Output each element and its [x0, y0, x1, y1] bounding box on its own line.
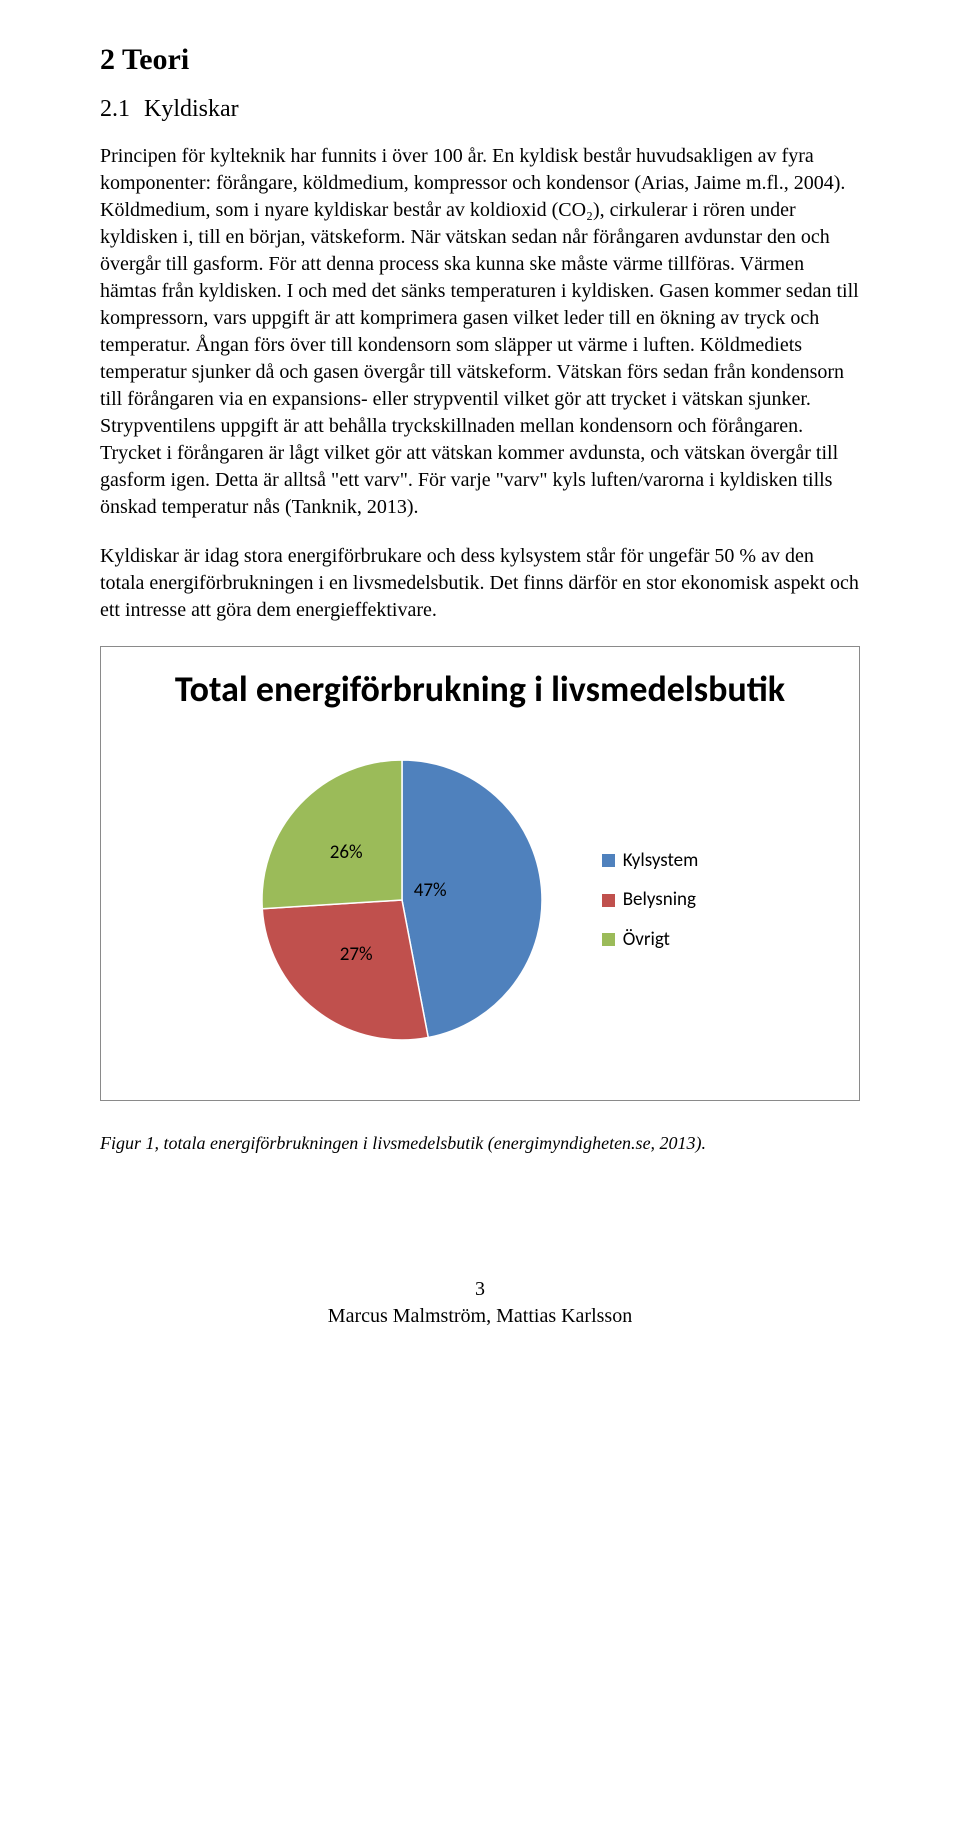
chart-body: 47% 27% 26% Kylsystem Belysning Övrigt — [119, 760, 841, 1040]
pie-chart-container: Total energiförbrukning i livsmedelsbuti… — [100, 646, 860, 1101]
paragraph-2: Kyldiskar är idag stora energiförbrukare… — [100, 543, 860, 624]
heading-2-number: 2.1 — [100, 93, 130, 125]
pie-slice-label-belysning: 27% — [340, 942, 373, 968]
legend-item-kylsystem: Kylsystem — [602, 848, 699, 874]
pie-slice — [262, 760, 402, 909]
page-number: 3 — [100, 1276, 860, 1303]
legend-label-ovrigt: Övrigt — [623, 927, 670, 953]
legend-swatch-kylsystem — [602, 854, 615, 867]
legend-swatch-ovrigt — [602, 933, 615, 946]
legend-swatch-belysning — [602, 894, 615, 907]
legend-item-belysning: Belysning — [602, 887, 699, 913]
footer-authors: Marcus Malmström, Mattias Karlsson — [100, 1303, 860, 1330]
pie-chart: 47% 27% 26% — [262, 760, 542, 1040]
chart-title: Total energiförbrukning i livsmedelsbuti… — [119, 669, 841, 710]
pie-slice-label-ovrigt: 26% — [330, 840, 363, 866]
heading-2-text: Kyldiskar — [144, 96, 239, 122]
figure-caption: Figur 1, totala energiförbrukningen i li… — [100, 1131, 860, 1155]
chart-legend: Kylsystem Belysning Övrigt — [602, 848, 699, 953]
legend-label-kylsystem: Kylsystem — [623, 848, 699, 874]
pie-slice — [262, 900, 428, 1040]
legend-item-ovrigt: Övrigt — [602, 927, 699, 953]
page-footer: 3 Marcus Malmström, Mattias Karlsson — [100, 1276, 860, 1330]
pie-slice-label-kylsystem: 47% — [414, 878, 447, 904]
legend-label-belysning: Belysning — [623, 887, 696, 913]
heading-1: 2 Teori — [100, 40, 860, 81]
pie-svg — [262, 760, 542, 1040]
paragraph-1: Principen för kylteknik har funnits i öv… — [100, 143, 860, 521]
heading-2: 2.1 Kyldiskar — [100, 93, 860, 125]
